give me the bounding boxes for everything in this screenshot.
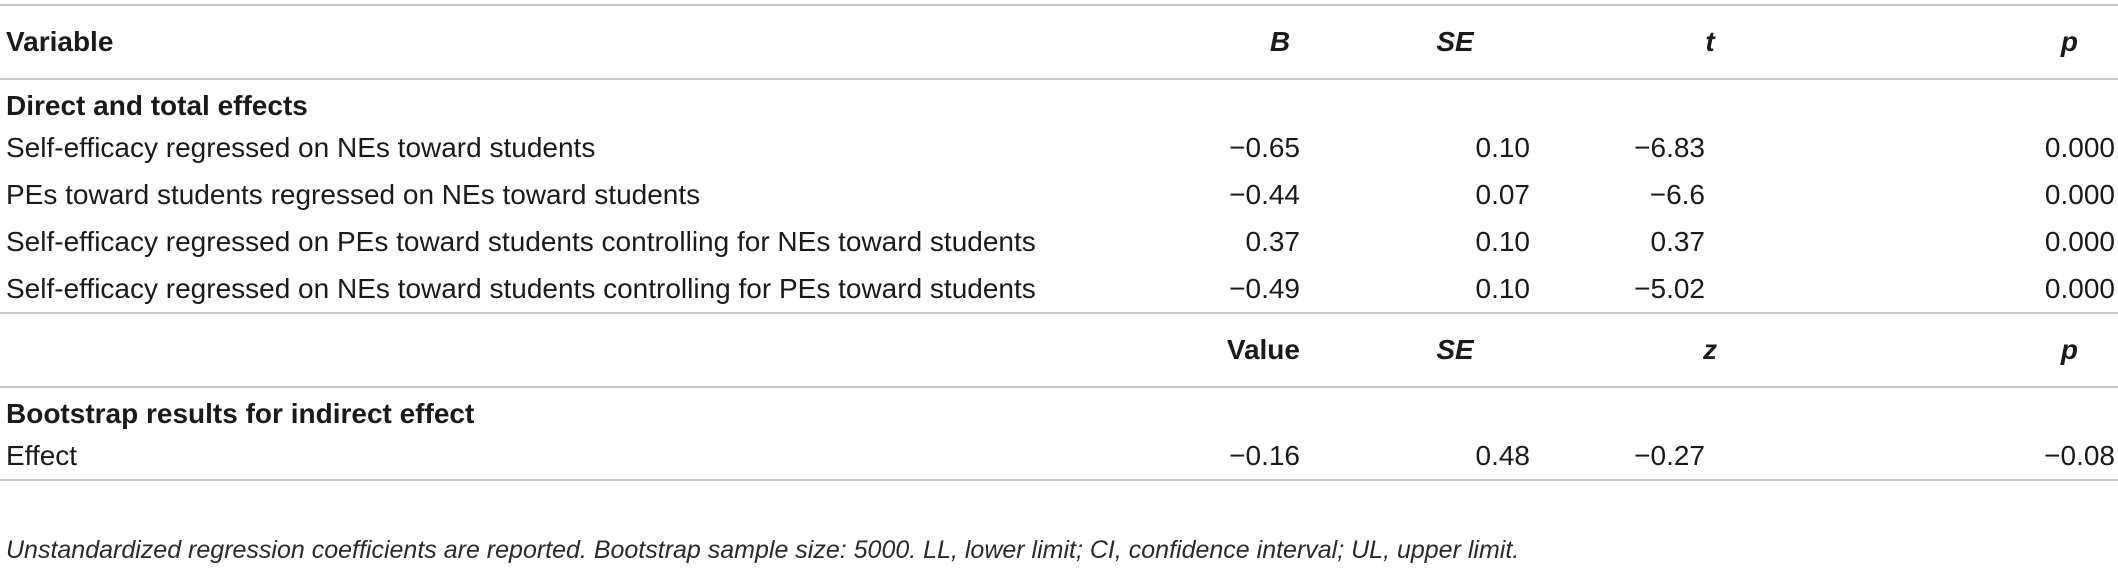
table-header-row: Variable B SE t p [0,4,2118,80]
subheader-p: p [1818,313,2118,388]
subheader-row: Value SE z p [0,313,2118,388]
header-b: B [1160,4,1318,80]
row-label: Effect [0,432,1160,481]
cell-se: 0.48 [1318,432,1568,481]
header-se: SE [1318,4,1568,80]
cell-b: −0.49 [1160,265,1318,314]
subheader-value: Value [1160,313,1318,388]
table-row: PEs toward students regressed on NEs tow… [0,171,2118,218]
cell-se: 0.10 [1318,265,1568,314]
table-footnote: Unstandardized regression coefficients a… [6,536,1520,564]
table-row: Self-efficacy regressed on NEs toward st… [0,124,2118,171]
cell-t: −6.83 [1634,131,1705,163]
cell-t: −6.6 [1649,178,1705,210]
cell-se: 0.10 [1475,131,1531,163]
cell-p: 0.000 [2044,225,2115,257]
section-header-row: Direct and total effects [0,79,2118,124]
row-label: Self-efficacy regressed on PEs toward st… [6,225,1036,257]
cell-t: −5.02 [1568,265,1818,314]
section-title: Bootstrap results for indirect effect [6,398,475,429]
cell-b: 0.37 [1245,225,1301,257]
cell-se: 0.10 [1475,225,1531,257]
cell-value: −0.16 [1160,432,1318,481]
cell-se: 0.07 [1475,178,1531,210]
cell-b: −0.44 [1229,178,1300,210]
table-row: Self-efficacy regressed on PEs toward st… [0,218,2118,265]
mediation-results-table: Variable B SE t p Direct and total effec… [0,4,2118,481]
row-label: PEs toward students regressed on NEs tow… [6,178,701,210]
subheader-z: z [1568,313,1818,388]
table-row: Self-efficacy regressed on NEs toward st… [0,265,2118,314]
cell-t: 0.37 [1650,225,1706,257]
cell-p: 0.000 [2044,178,2115,210]
cell-p: 0.000 [2044,131,2115,163]
cell-p: −0.08 [1818,432,2118,481]
header-p: p [1818,4,2118,80]
row-label: Self-efficacy regressed on NEs toward st… [0,265,1160,314]
table-row: Effect −0.16 0.48 −0.27 −0.08 [0,432,2118,481]
cell-b: −0.65 [1229,131,1300,163]
cell-p: 0.000 [1818,265,2118,314]
cell-z: −0.27 [1568,432,1818,481]
section-title: Direct and total effects [6,90,308,121]
subheader-se: SE [1318,313,1568,388]
header-variable: Variable [0,4,1160,80]
section-header-row: Bootstrap results for indirect effect [0,387,2118,432]
row-label: Self-efficacy regressed on NEs toward st… [6,131,596,163]
header-t: t [1568,4,1818,80]
